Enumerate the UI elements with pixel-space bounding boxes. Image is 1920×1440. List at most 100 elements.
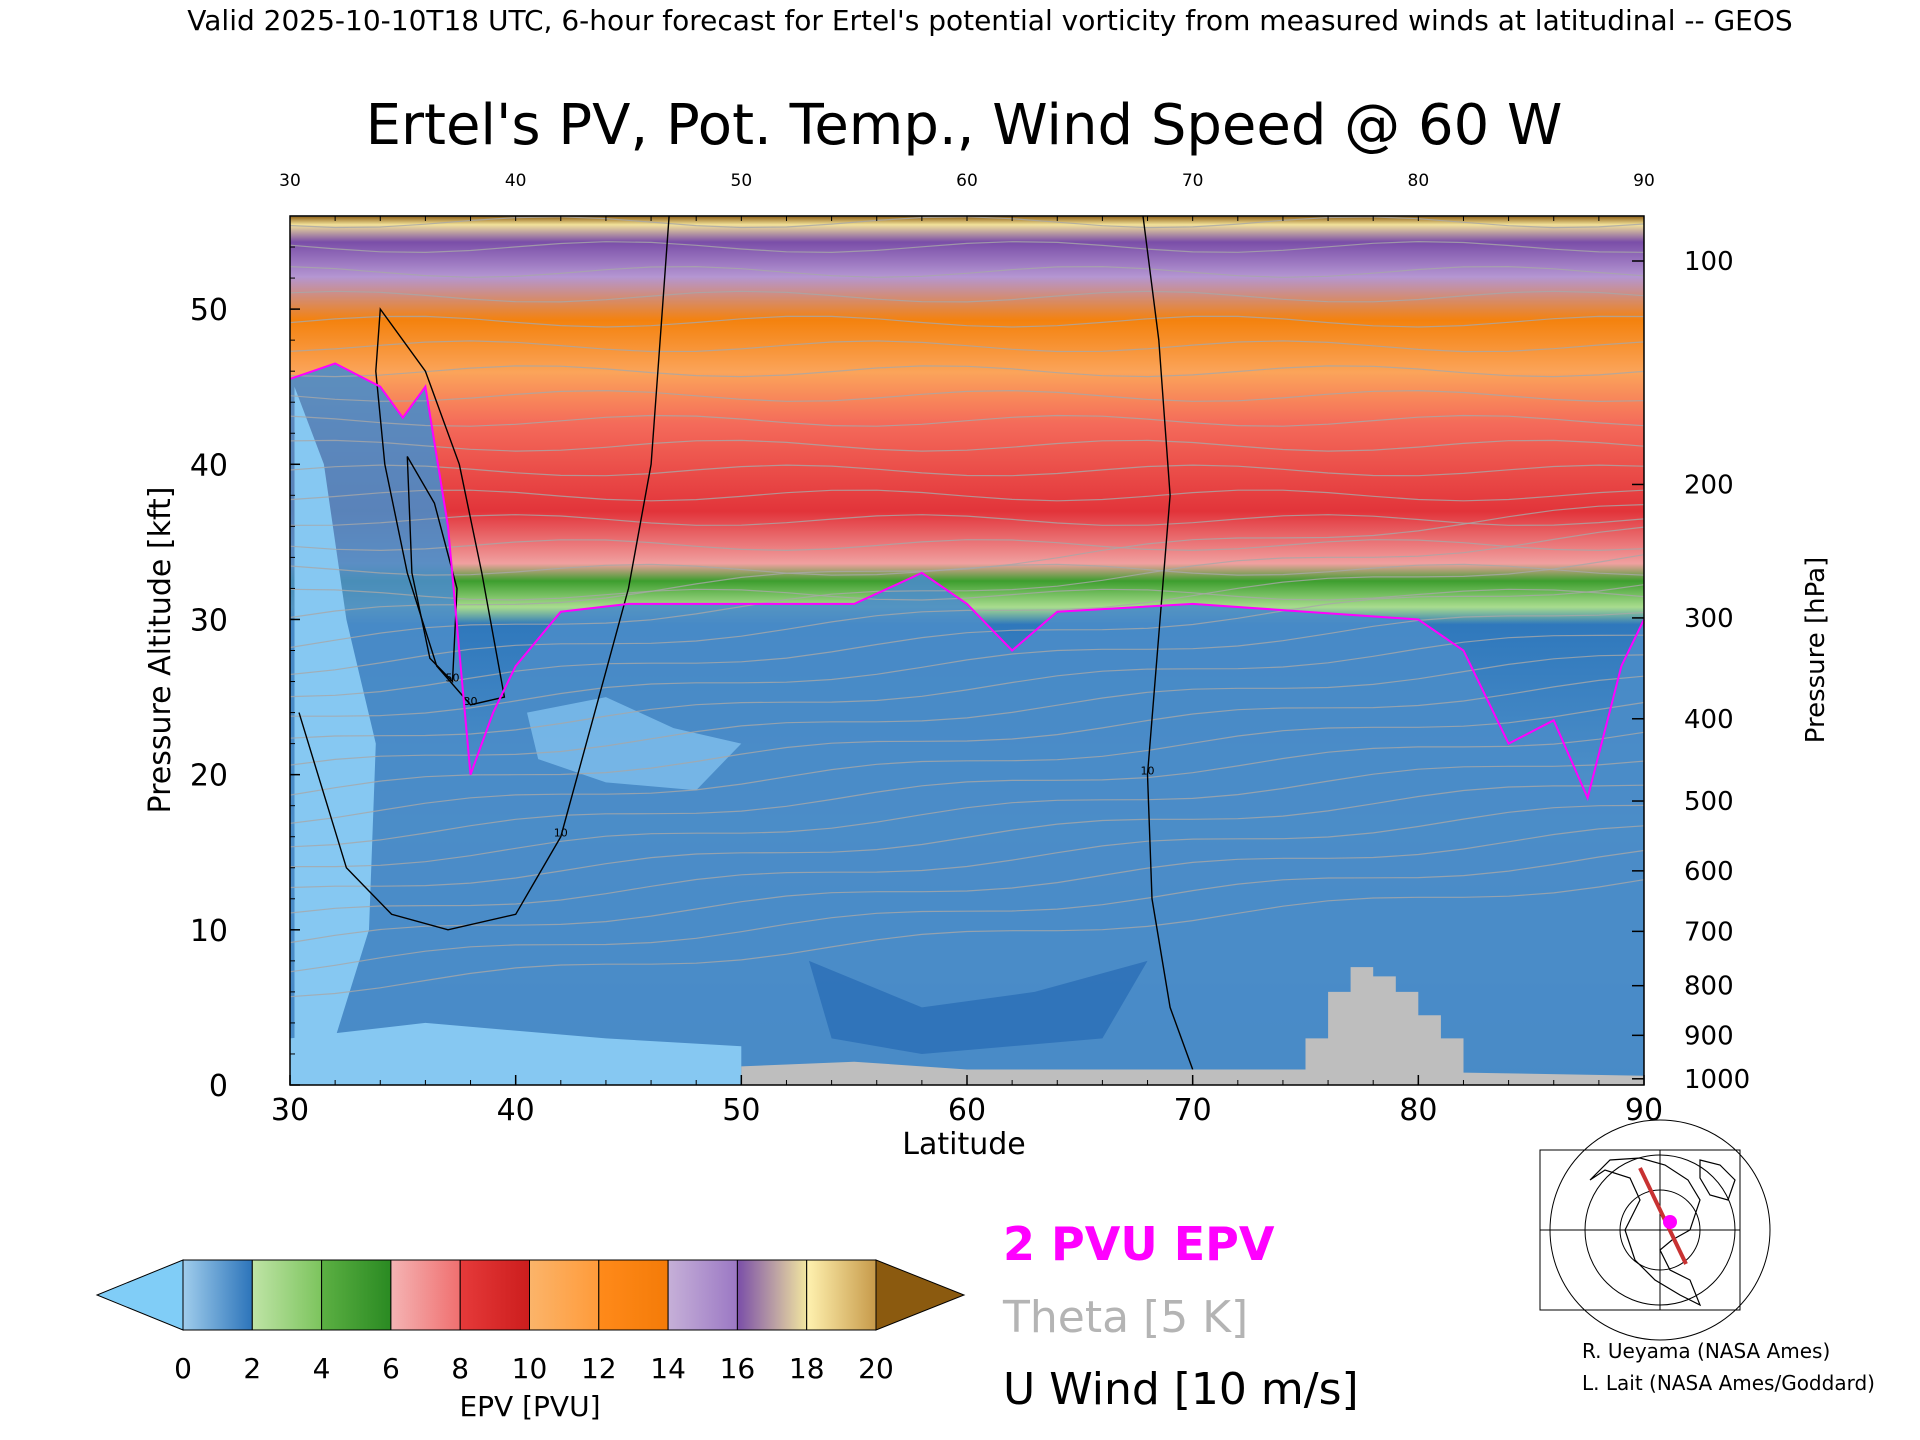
y-axis-label: Pressure Altitude [kft]	[143, 487, 178, 814]
x-tick-label: 40	[497, 1093, 535, 1128]
colorbar-bin	[598, 1259, 669, 1331]
x-tick-label: 60	[948, 1093, 986, 1128]
theta-isoline	[289, 563, 1645, 576]
theta-isoline	[289, 489, 1645, 502]
theta-isoline	[289, 365, 1645, 378]
pressure-tick-label: 100	[1684, 247, 1734, 277]
x-tick-label: 70	[1174, 1093, 1212, 1128]
low-pv-patch	[290, 1022, 742, 1085]
colorbar-bin	[182, 1259, 253, 1331]
top-tick-label: 90	[1633, 171, 1655, 191]
colorbar-over-arrow	[875, 1259, 966, 1331]
colorbar-tick-label: 12	[581, 1352, 617, 1385]
terrain-block	[741, 967, 1644, 1085]
epv-field	[290, 216, 1644, 1085]
top-tick-label: 50	[731, 171, 753, 191]
u-wind-contour	[298, 215, 670, 931]
colorbar-tick-label: 16	[720, 1352, 756, 1385]
colorbar-tick-label: 18	[789, 1352, 825, 1385]
top-tick-label: 40	[505, 171, 527, 191]
u-wind-contour-label: 50	[445, 672, 459, 685]
theta-isoline	[289, 389, 1645, 403]
u-wind-contours: 30 50 10 10	[298, 215, 1194, 1070]
colorbar-tick-label: 2	[243, 1352, 261, 1385]
theta-isoline	[289, 464, 1645, 477]
theta-isoline	[289, 654, 1645, 766]
theta-isoline	[289, 588, 1645, 601]
theta-isoline	[289, 701, 1645, 824]
theta-isoline	[289, 539, 1645, 552]
chart-title: Ertel's PV, Pot. Temp., Wind Speed @ 60 …	[366, 93, 1563, 158]
theta-isoline	[289, 634, 1645, 739]
top-tick-label: 30	[279, 171, 301, 191]
top-tick-label: 80	[1408, 171, 1430, 191]
pressure-tick-label: 700	[1684, 917, 1734, 947]
legend-2pvu: 2 PVU EPV	[1003, 1217, 1275, 1271]
pressure-tick-label: 600	[1684, 857, 1734, 887]
theta-isoline	[289, 554, 1645, 676]
colorbar-tick-label: 4	[313, 1352, 331, 1385]
theta-isoline	[289, 439, 1645, 452]
y-tick-label: 10	[190, 914, 228, 949]
colorbar-bin	[459, 1259, 531, 1331]
x-tick-label: 50	[722, 1093, 760, 1128]
colorbar-bin	[806, 1259, 877, 1331]
colorbar-label: EPV [PVU]	[459, 1390, 600, 1423]
y-tick-label: 0	[209, 1069, 228, 1104]
mid-pv-patch	[809, 960, 1148, 1054]
pressure-tick-label: 1000	[1684, 1065, 1750, 1095]
u-wind-contour-label: 10	[1141, 765, 1155, 778]
terrain-mask	[741, 967, 1644, 1085]
u-wind-contour	[1142, 215, 1194, 1070]
y-tick-label: 50	[190, 293, 228, 328]
legend-theta: Theta [5 K]	[1002, 1292, 1248, 1343]
theta-isoline	[289, 784, 1645, 889]
colorbar-bin	[736, 1259, 808, 1331]
theta-isoline	[289, 584, 1645, 698]
tropopause-line	[289, 362, 1645, 801]
u-wind-contour-label: 30	[464, 695, 478, 708]
colorbar-tick-label: 0	[174, 1352, 192, 1385]
pressure-tick-label: 800	[1684, 972, 1734, 1002]
theta-isoline	[289, 504, 1645, 619]
u-wind-contour-label: 10	[554, 827, 568, 840]
pressure-tick-label: 300	[1684, 604, 1734, 634]
theta-isolines	[289, 215, 1645, 998]
theta-isoline	[289, 849, 1645, 973]
colorbar-bin	[667, 1259, 738, 1331]
theta-isoline	[289, 825, 1645, 944]
colorbar-bin	[251, 1259, 323, 1331]
pressure-tick-label: 500	[1684, 787, 1734, 817]
colorbar-bin	[321, 1259, 392, 1331]
pressure-tick-label: 900	[1684, 1021, 1734, 1051]
y2-axis-label: Pressure [hPa]	[1801, 557, 1831, 744]
theta-isoline	[289, 804, 1645, 914]
theta-isoline	[289, 526, 1645, 649]
x-tick-label: 30	[271, 1093, 309, 1128]
colorbar-bin	[390, 1259, 461, 1331]
credit-line-1: R. Ueyama (NASA Ames)	[1582, 1339, 1830, 1363]
theta-isoline	[289, 340, 1645, 353]
theta-isoline	[289, 240, 1645, 254]
top-tick-label: 60	[956, 171, 978, 191]
credit-line-2: L. Lait (NASA Ames/Goddard)	[1582, 1371, 1875, 1395]
low-pv-patch	[294, 386, 376, 1070]
colorbar-tick-label: 20	[858, 1352, 894, 1385]
tropopause-2pvu-line	[289, 362, 1645, 801]
colorbar-tick-label: 10	[512, 1352, 548, 1385]
theta-isoline	[289, 731, 1645, 848]
u-wind-contour	[375, 307, 506, 706]
theta-isoline	[289, 514, 1645, 526]
y-tick-label: 30	[190, 603, 228, 638]
x-tick-label: 80	[1399, 1093, 1437, 1128]
theta-isoline	[289, 414, 1645, 427]
x-tick-label: 90	[1625, 1093, 1663, 1128]
colorbar-tick-label: 6	[382, 1352, 400, 1385]
colorbar-under-arrow	[95, 1259, 184, 1331]
pressure-tick-label: 400	[1684, 705, 1734, 735]
y-tick-label: 20	[190, 759, 228, 794]
colorbar-tick-label: 8	[451, 1352, 469, 1385]
